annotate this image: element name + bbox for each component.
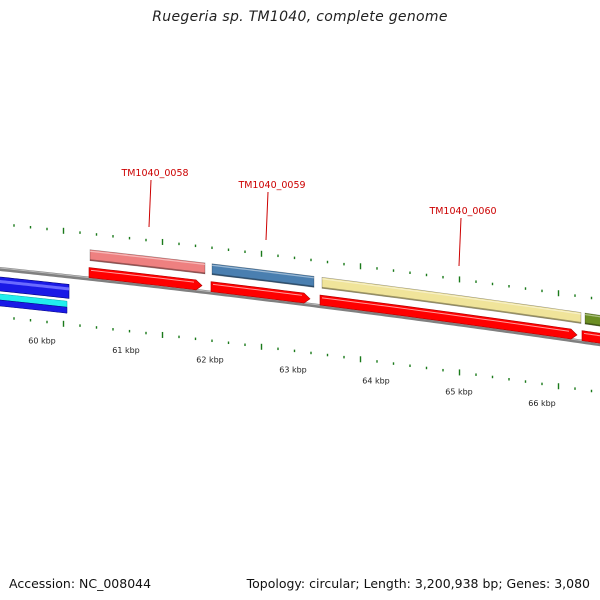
orf-arrow-0058-highlight	[90, 269, 195, 283]
gene-bar-0060[interactable]	[321, 276, 582, 324]
genome-summary-text: Topology: circular; Length: 3,200,938 bp…	[246, 576, 590, 591]
gene-bar-0058[interactable]	[89, 249, 206, 275]
gene-bar-0058-shadow	[89, 259, 206, 274]
gene-label[interactable]: TM1040_0058	[120, 168, 188, 179]
gene-bar-next-shadow	[584, 322, 600, 327]
accession-text: Accession: NC_008044	[9, 576, 152, 591]
gene-bar-next-highlight	[584, 313, 600, 318]
left-feature-blue-highlight	[0, 280, 69, 291]
map-title: Ruegeria sp. TM1040, complete genome	[152, 9, 448, 25]
gene-label-leader	[458, 217, 462, 267]
orf-arrow-next-highlight	[583, 332, 600, 337]
gene-bar-0059-shadow	[211, 273, 315, 288]
scale-label: 61 kbp	[112, 346, 140, 355]
scale-label: 62 kbp	[196, 356, 224, 365]
scale-label: 63 kbp	[279, 366, 307, 375]
gene-bar-0058-highlight	[89, 250, 206, 266]
left-feature-blue-lower[interactable]	[0, 299, 68, 314]
genome-backbone	[0, 266, 600, 347]
scale-label: 60 kbp	[28, 336, 56, 345]
gene-label-leader	[148, 179, 152, 228]
gene-bar-next[interactable]	[584, 312, 600, 328]
gene-bar-0059[interactable]	[211, 263, 315, 288]
gene-bar-0060-shadow	[321, 286, 582, 324]
gene-bar-0060-highlight	[321, 278, 582, 315]
gene-bar-0059-highlight	[211, 264, 315, 279]
scale-label: 64 kbp	[362, 376, 390, 385]
scale-label: 66 kbp	[528, 399, 556, 408]
orf-arrow-0060-highlight	[321, 297, 570, 332]
scale-label: 65 kbp	[445, 387, 473, 396]
gene-label[interactable]: TM1040_0060	[428, 206, 496, 217]
orf-arrow-0059-highlight	[212, 283, 303, 296]
gene-label-leader	[265, 191, 269, 241]
gene-label[interactable]: TM1040_0059	[237, 180, 305, 191]
